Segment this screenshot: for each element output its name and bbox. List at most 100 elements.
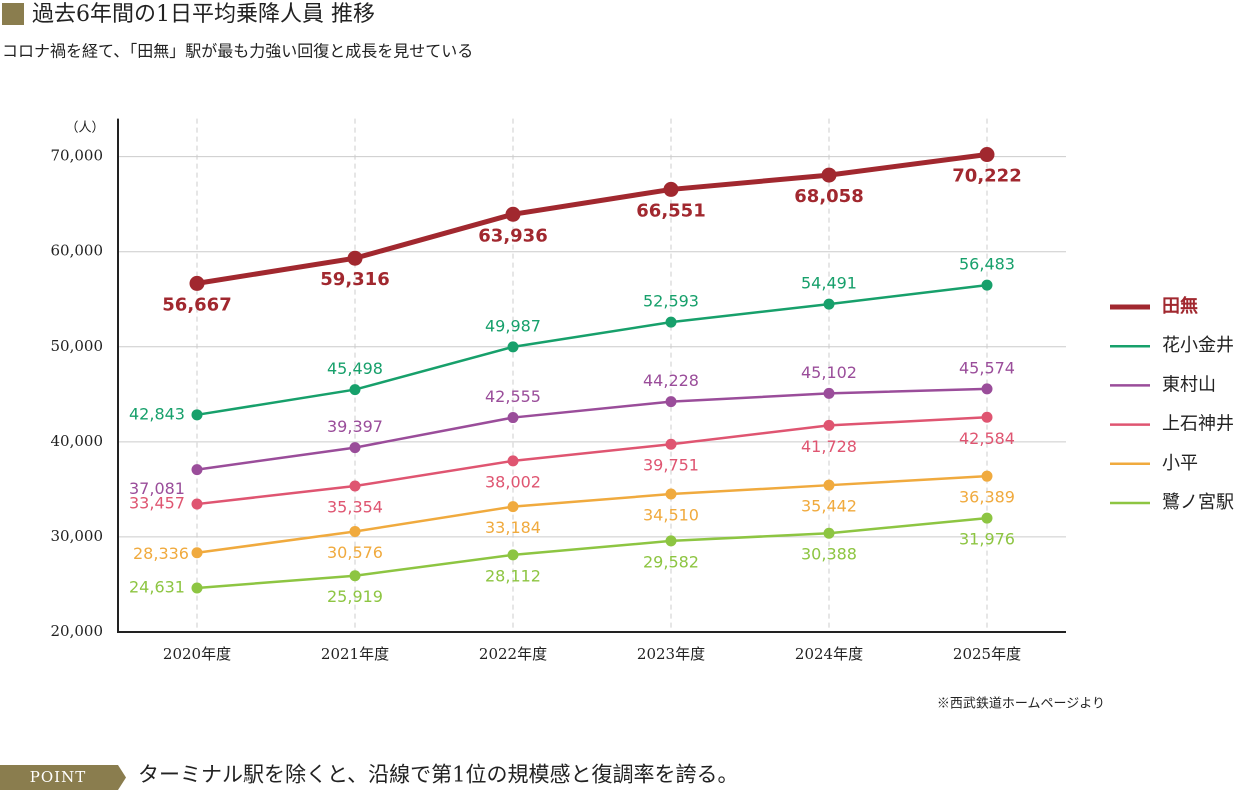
data-point bbox=[665, 316, 677, 328]
data-label: 24,631 bbox=[129, 577, 185, 596]
data-point bbox=[665, 535, 677, 547]
data-point bbox=[507, 341, 519, 353]
x-tick-label: 2024年度 bbox=[795, 645, 863, 663]
series-line bbox=[196, 387, 988, 471]
data-point bbox=[979, 147, 995, 163]
data-point bbox=[507, 412, 519, 424]
data-label: 68,058 bbox=[794, 186, 863, 207]
data-label: 29,582 bbox=[643, 552, 699, 571]
data-point bbox=[191, 409, 203, 421]
data-label: 45,574 bbox=[959, 358, 1015, 377]
data-point bbox=[191, 464, 203, 476]
point-badge bbox=[0, 765, 126, 790]
legend-label: 花小金井 bbox=[1162, 335, 1234, 356]
source-note: ※西武鉄道ホームページより bbox=[937, 697, 1105, 712]
data-point bbox=[823, 387, 835, 399]
y-tick-label: 40,000 bbox=[51, 432, 104, 450]
data-point bbox=[507, 455, 519, 467]
data-label: 44,228 bbox=[643, 371, 699, 390]
data-label: 36,389 bbox=[959, 488, 1015, 507]
data-label: 49,987 bbox=[485, 316, 541, 335]
data-label: 42,843 bbox=[129, 404, 185, 423]
data-point bbox=[191, 498, 203, 510]
x-tick-label: 2020年度 bbox=[163, 645, 231, 663]
data-point bbox=[347, 250, 363, 266]
point-text: ターミナル駅を除くと、沿線で第1位の規模感と復調率を誇る。 bbox=[138, 763, 739, 787]
data-point bbox=[349, 525, 361, 537]
legend-label: 東村山 bbox=[1162, 374, 1216, 395]
data-point bbox=[665, 488, 677, 500]
data-label: 56,483 bbox=[959, 255, 1015, 274]
data-label: 30,576 bbox=[327, 543, 383, 562]
data-point bbox=[981, 470, 993, 482]
data-point bbox=[349, 384, 361, 396]
series-line bbox=[196, 152, 988, 286]
data-label: 31,976 bbox=[959, 530, 1015, 549]
data-point bbox=[189, 275, 205, 291]
data-label: 39,397 bbox=[327, 417, 383, 436]
data-point bbox=[507, 501, 519, 513]
data-point bbox=[507, 549, 519, 561]
data-point bbox=[665, 438, 677, 450]
data-label: 42,555 bbox=[485, 387, 541, 406]
series-line bbox=[196, 516, 988, 590]
y-tick-label: 50,000 bbox=[51, 337, 104, 355]
data-label: 35,442 bbox=[801, 497, 857, 516]
y-tick-label: 20,000 bbox=[51, 622, 104, 640]
chart-title: 過去6年間の1日平均乗降人員 推移 bbox=[32, 2, 375, 27]
data-point bbox=[665, 396, 677, 408]
data-label: 59,316 bbox=[320, 269, 389, 290]
series-line bbox=[196, 416, 988, 506]
data-point bbox=[505, 206, 521, 222]
data-label: 42,584 bbox=[959, 429, 1015, 448]
data-label: 41,728 bbox=[801, 437, 857, 456]
data-label: 39,751 bbox=[643, 456, 699, 475]
y-unit: （人） bbox=[65, 121, 104, 136]
data-label: 28,336 bbox=[133, 544, 189, 563]
data-label: 54,491 bbox=[801, 274, 857, 293]
y-tick-label: 70,000 bbox=[51, 147, 104, 165]
series-line bbox=[196, 474, 988, 554]
data-label: 45,498 bbox=[327, 359, 383, 378]
series-line bbox=[196, 283, 988, 417]
data-label: 52,593 bbox=[643, 292, 699, 311]
x-tick-label: 2022年度 bbox=[479, 645, 547, 663]
x-tick-label: 2023年度 bbox=[637, 645, 705, 663]
data-label: 35,354 bbox=[327, 498, 383, 517]
legend-label: 小平 bbox=[1162, 453, 1198, 474]
data-point bbox=[191, 547, 203, 559]
title-icon bbox=[2, 3, 24, 25]
data-label: 63,936 bbox=[478, 225, 547, 246]
y-tick-label: 60,000 bbox=[51, 242, 104, 260]
data-point bbox=[349, 442, 361, 454]
data-point bbox=[663, 181, 679, 197]
data-point bbox=[821, 167, 837, 183]
data-label: 37,081 bbox=[129, 479, 185, 498]
data-label: 38,002 bbox=[485, 472, 541, 491]
legend-label: 上石神井 bbox=[1162, 414, 1234, 435]
data-label: 45,102 bbox=[801, 363, 857, 382]
data-label: 33,457 bbox=[129, 494, 185, 513]
y-tick-label: 30,000 bbox=[51, 527, 104, 545]
legend-label: 田無 bbox=[1162, 295, 1198, 317]
chart-subtitle: コロナ禍を経て、「田無」駅が最も力強い回復と成長を見せている bbox=[2, 42, 473, 61]
data-point bbox=[191, 582, 203, 594]
data-label: 28,112 bbox=[485, 566, 541, 585]
data-point bbox=[981, 383, 993, 395]
data-label: 70,222 bbox=[952, 166, 1021, 187]
data-point bbox=[823, 419, 835, 431]
data-point bbox=[349, 480, 361, 492]
data-label: 56,667 bbox=[162, 294, 231, 315]
point-label: POINT bbox=[30, 768, 86, 786]
data-point bbox=[823, 479, 835, 491]
data-point bbox=[981, 411, 993, 423]
data-point bbox=[981, 279, 993, 291]
data-point bbox=[823, 527, 835, 539]
legend-label: 鷺ノ宮駅 bbox=[1162, 492, 1234, 513]
data-point bbox=[981, 512, 993, 524]
data-label: 30,388 bbox=[801, 545, 857, 564]
data-label: 33,184 bbox=[485, 518, 541, 537]
data-point bbox=[349, 570, 361, 582]
x-tick-label: 2025年度 bbox=[953, 645, 1021, 663]
